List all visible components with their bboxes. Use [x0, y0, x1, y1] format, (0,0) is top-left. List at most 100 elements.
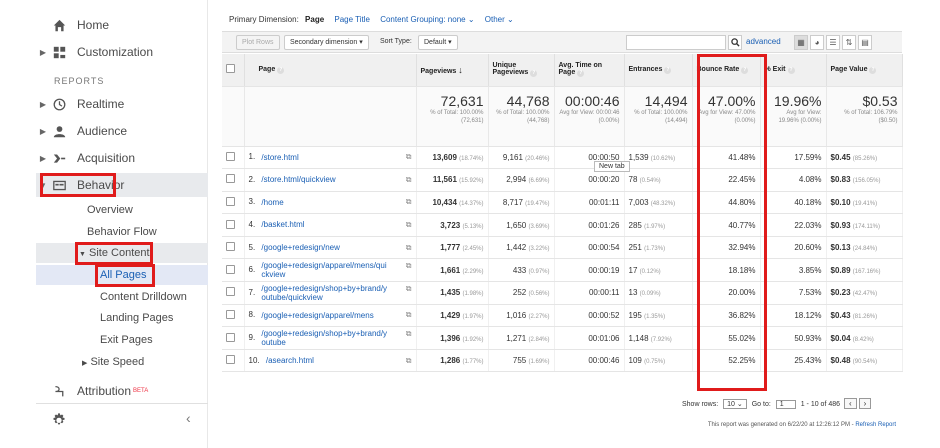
refresh-report-link[interactable]: Refresh Report [855, 422, 896, 428]
collapse-sidebar-icon[interactable]: ‹ [186, 410, 191, 426]
open-new-tab-icon[interactable]: ⧉ [405, 261, 412, 271]
page-cell: 4. ⧉ /basket.html [244, 213, 417, 237]
dimension-content-grouping[interactable]: Content Grouping: none ⌄ [380, 15, 474, 24]
nav-overview[interactable]: Overview [87, 204, 133, 216]
pageviews-cell: 1,396 (1.92%) [416, 326, 489, 350]
dimension-other[interactable]: Other ⌄ [485, 15, 514, 24]
row-checkbox[interactable] [226, 355, 235, 365]
column-avg-time[interactable]: Avg. Time on Page? [554, 54, 625, 87]
dimension-page[interactable]: Page [305, 15, 325, 24]
page-link[interactable]: /google+redesign/new [261, 243, 340, 253]
nav-site-content[interactable]: ▼ Site Content [79, 247, 150, 259]
prev-page-button[interactable]: ‹ [843, 398, 857, 409]
open-new-tab-icon[interactable]: ⧉ [405, 355, 412, 365]
row-checkbox[interactable] [226, 151, 235, 161]
entrances-value: 78 [628, 175, 638, 185]
nav-audience[interactable]: ▶ Audience [36, 120, 208, 142]
goto-input[interactable]: 1 [775, 400, 796, 409]
page-value-cell: $0.13 (24.84%) [826, 236, 903, 260]
home-icon [50, 18, 68, 32]
row-number: 8. [248, 310, 256, 320]
pivot-view-icon[interactable]: ▤ [858, 35, 872, 50]
entrances-cell: 7,003 (48.32%) [624, 191, 693, 215]
table-search-input[interactable] [626, 35, 726, 50]
row-checkbox[interactable] [226, 287, 235, 297]
row-checkbox[interactable] [226, 174, 235, 184]
pageviews-pct: (1.77%) [462, 359, 484, 366]
help-icon: ? [577, 70, 585, 78]
column-unique-pageviews[interactable]: Unique Pageviews? [488, 54, 555, 87]
open-new-tab-icon[interactable]: ⧉ [405, 329, 412, 339]
open-new-tab-icon[interactable]: ⧉ [405, 310, 412, 320]
column-bounce-rate[interactable]: Bounce Rate? [692, 54, 761, 87]
nav-realtime[interactable]: ▶ Realtime [36, 93, 208, 115]
page-link[interactable]: /asearch.html [265, 356, 314, 366]
row-checkbox[interactable] [226, 332, 235, 342]
row-select-cell [222, 191, 245, 215]
table-view-icon[interactable]: ▦ [794, 35, 808, 50]
nav-site-speed[interactable]: ▶ Site Speed [82, 356, 144, 368]
row-checkbox[interactable] [226, 196, 235, 206]
comparison-view-icon[interactable]: ⇅ [842, 35, 856, 50]
page-value-value: $0.93 [830, 220, 851, 230]
page-link[interactable]: /basket.html [261, 220, 305, 230]
column-pageviews[interactable]: Pageviews ↓ [416, 54, 489, 87]
nav-content-drilldown[interactable]: Content Drilldown [100, 291, 187, 303]
page-value-pct: (85.26%) [852, 155, 878, 162]
open-new-tab-icon[interactable]: ⧉ [405, 197, 412, 207]
nav-exit-pages[interactable]: Exit Pages [100, 334, 153, 346]
page-cell: 2. ⧉ /store.html/quickview [244, 168, 417, 192]
page-link[interactable]: /google+redesign/apparel/mens/quickview [261, 261, 387, 280]
sort-type-select[interactable]: Default ▾ [418, 35, 458, 50]
select-all-checkbox[interactable] [226, 64, 235, 74]
bounce-rate-cell: 41.48% [692, 146, 761, 170]
row-checkbox[interactable] [226, 264, 235, 274]
sort-type-value: Default [424, 39, 447, 46]
page-link[interactable]: /store.html/quickview [261, 175, 336, 185]
plot-rows-button[interactable]: Plot Rows [236, 35, 280, 50]
unique-pageviews-value: 433 [512, 265, 527, 275]
performance-view-icon[interactable]: ☰ [826, 35, 840, 50]
show-rows-select[interactable]: 10 ⌄ [723, 399, 747, 409]
secondary-dimension-select[interactable]: Secondary dimension ▾ [284, 35, 369, 50]
nav-customization[interactable]: ▶ Customization [36, 41, 208, 63]
nav-attribution[interactable]: Attribution BETA [36, 380, 208, 402]
behavior-icon [50, 178, 68, 192]
row-checkbox[interactable] [226, 309, 235, 319]
nav-home[interactable]: Home [36, 14, 208, 36]
open-new-tab-icon[interactable]: ⧉ [405, 174, 412, 184]
unique-pageviews-value: 8,717 [502, 197, 523, 207]
pie-view-icon[interactable]: ◕ [810, 35, 824, 50]
page-link[interactable]: /store.html [261, 152, 299, 162]
advanced-filter-link[interactable]: advanced [746, 37, 781, 46]
nav-all-pages[interactable]: All Pages [100, 269, 147, 281]
row-checkbox[interactable] [226, 242, 235, 252]
page-link[interactable]: /google+redesign/apparel/mens [261, 310, 374, 320]
gear-icon[interactable] [52, 412, 66, 429]
row-checkbox[interactable] [226, 219, 235, 229]
exit-cell: 40.18% [760, 191, 827, 215]
next-page-button[interactable]: › [858, 398, 872, 409]
column-exit-label: % Exit [764, 65, 786, 73]
page-link[interactable]: /home [261, 197, 284, 207]
page-value-value: $0.10 [830, 197, 851, 207]
totals-avg-time: 00:00:46 Avg for View: 00:00:46 (0.00%) [554, 86, 625, 147]
column-exit[interactable]: % Exit? [760, 54, 827, 87]
dimension-page-title[interactable]: Page Title [334, 15, 370, 24]
column-avg-time-label: Avg. Time on Page [558, 62, 603, 77]
column-page[interactable]: Page? [244, 54, 417, 87]
column-page-value[interactable]: Page Value? [826, 54, 903, 87]
column-entrances[interactable]: Entrances? [624, 54, 693, 87]
nav-behavior-flow[interactable]: Behavior Flow [87, 226, 157, 238]
page-link[interactable]: /google+redesign/shop+by+brand/youtube/q… [261, 283, 388, 302]
nav-landing-pages[interactable]: Landing Pages [100, 312, 174, 324]
all-pages-red-highlight [95, 264, 155, 287]
open-new-tab-icon[interactable]: ⧉ [405, 242, 412, 252]
behavior-red-highlight [40, 173, 116, 197]
nav-acquisition[interactable]: ▶ Acquisition [36, 147, 208, 169]
open-new-tab-icon[interactable]: ⧉ [405, 152, 412, 162]
search-icon[interactable] [728, 35, 742, 50]
page-link[interactable]: /google+redesign/shop+by+brand/youtube [261, 329, 388, 348]
open-new-tab-icon[interactable]: ⧉ [405, 283, 412, 293]
open-new-tab-icon[interactable]: ⧉ [405, 220, 412, 230]
